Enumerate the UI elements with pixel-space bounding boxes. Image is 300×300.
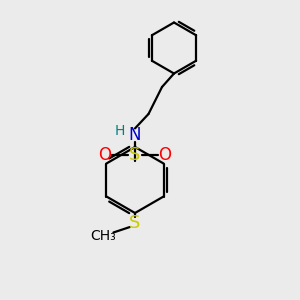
Text: N: N bbox=[129, 126, 141, 144]
Text: CH₃: CH₃ bbox=[91, 229, 116, 242]
Text: H: H bbox=[114, 124, 124, 138]
Text: S: S bbox=[129, 146, 141, 164]
Text: O: O bbox=[98, 146, 112, 164]
Text: S: S bbox=[129, 214, 141, 232]
Text: O: O bbox=[158, 146, 172, 164]
